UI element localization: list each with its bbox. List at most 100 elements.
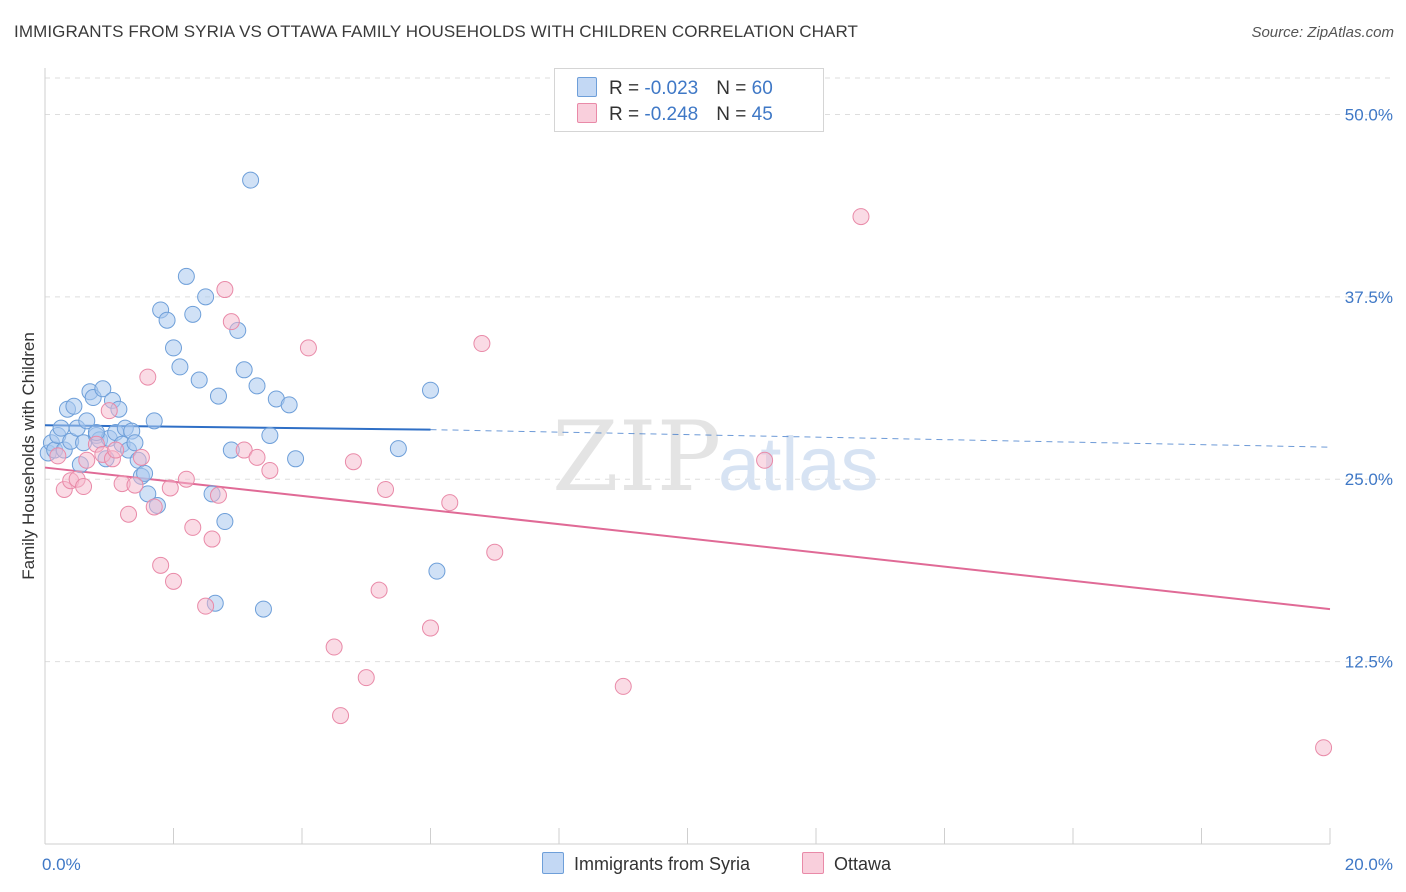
bottom-legend-ottawa: Ottawa [802, 852, 891, 875]
y-tick-label: 37.5% [1345, 288, 1393, 307]
y-tick-label: 12.5% [1345, 653, 1393, 672]
data-point-ottawa [1315, 739, 1333, 757]
data-point-ottawa [139, 368, 157, 386]
data-point-ottawa [75, 478, 93, 496]
watermark: ZIP atlas [552, 401, 879, 513]
data-point-ottawa [248, 448, 266, 466]
data-point-syria [78, 412, 96, 430]
y-tick-label: 25.0% [1345, 470, 1393, 489]
legend-n-label-2: N = [716, 104, 752, 125]
bottom-legend-swatch-blue [542, 852, 564, 874]
data-point-ottawa [756, 451, 774, 469]
trend-line-syria [44, 424, 431, 431]
data-point-ottawa [203, 530, 221, 548]
data-point-ottawa [197, 597, 215, 615]
data-point-syria [428, 562, 446, 580]
legend-r-label-1: R = [609, 78, 645, 99]
data-point-syria [197, 288, 215, 306]
legend-row-ottawa: R = -0.248 N = 45 [577, 103, 773, 127]
x-tick-marks [44, 828, 1331, 844]
data-point-ottawa [126, 476, 144, 494]
bottom-legend-syria: Immigrants from Syria [542, 852, 750, 875]
data-point-ottawa [49, 447, 67, 465]
x-tick-label-max: 20.0% [1345, 855, 1393, 874]
data-point-syria [216, 513, 234, 531]
data-point-syria [242, 171, 260, 189]
trend-lines [44, 424, 1331, 611]
data-point-syria [184, 305, 202, 323]
data-point-syria [190, 371, 208, 389]
data-point-ottawa [614, 677, 632, 695]
data-point-ottawa [486, 543, 504, 561]
data-point-syria [235, 361, 253, 379]
data-point-ottawa [161, 479, 179, 497]
data-point-ottawa [261, 461, 279, 479]
y-axis-title: Family Households with Children [19, 332, 38, 580]
watermark-atlas: atlas [718, 422, 879, 507]
data-point-ottawa [100, 402, 118, 420]
data-point-ottawa [107, 441, 125, 459]
data-point-ottawa [177, 470, 195, 488]
legend-n-value-2: 45 [751, 104, 773, 125]
data-point-ottawa [132, 448, 150, 466]
data-point-ottawa [332, 707, 350, 725]
data-point-ottawa [152, 556, 170, 574]
data-point-ottawa [344, 453, 362, 471]
legend-n-value-1: 60 [751, 78, 773, 99]
bottom-legend-label-syria: Immigrants from Syria [574, 854, 751, 874]
legend-r-value-1: -0.023 [644, 78, 699, 99]
data-point-syria [94, 380, 112, 398]
data-point-syria [65, 397, 83, 415]
data-point-ottawa [222, 313, 240, 331]
series-immigrants-from-syria [39, 171, 446, 618]
bottom-legend-label-ottawa: Ottawa [834, 854, 892, 874]
data-point-ottawa [473, 335, 491, 353]
legend-swatch-pink [577, 103, 597, 123]
data-point-ottawa [370, 581, 388, 599]
data-point-syria [254, 600, 272, 618]
data-point-syria [209, 387, 227, 405]
data-point-ottawa [325, 638, 343, 656]
correlation-legend: R = -0.023 N = 60 R = -0.248 N = 45 [554, 68, 824, 132]
trend-line-ottawa [44, 466, 1331, 611]
data-point-syria [145, 412, 163, 430]
y-tick-labels: 12.5% 25.0% 37.5% 50.0% [1345, 105, 1393, 671]
bottom-legend-swatch-pink [802, 852, 824, 874]
data-point-syria [422, 381, 439, 399]
data-point-ottawa [184, 518, 202, 536]
legend-r-label-2: R = [609, 104, 645, 125]
trend-line-syria-extrapolated [430, 429, 1331, 448]
legend-swatch-blue [577, 77, 597, 97]
source-label: Source: ZipAtlas.com [1251, 24, 1394, 41]
data-point-syria [261, 426, 279, 444]
data-point-ottawa [852, 208, 870, 226]
data-point-ottawa [235, 441, 253, 459]
data-point-ottawa [78, 451, 96, 469]
data-point-ottawa [422, 619, 439, 637]
y-tick-label: 50.0% [1345, 105, 1393, 124]
series-ottawa [49, 208, 1333, 757]
data-point-syria [248, 377, 266, 395]
data-point-syria [280, 396, 298, 414]
legend-n-label-1: N = [716, 78, 752, 99]
legend-r-value-2: -0.248 [644, 104, 699, 125]
data-point-ottawa [441, 494, 459, 512]
data-point-syria [136, 464, 154, 482]
data-point-syria [287, 450, 305, 468]
data-point-syria [158, 311, 176, 329]
data-point-ottawa [377, 480, 395, 498]
data-point-syria [165, 339, 182, 357]
data-point-syria [52, 419, 70, 437]
x-tick-label-min: 0.0% [42, 855, 81, 874]
data-point-ottawa [357, 669, 375, 687]
legend-row-syria: R = -0.023 N = 60 [577, 77, 773, 101]
data-point-syria [389, 440, 407, 458]
chart-title: IMMIGRANTS FROM SYRIA VS OTTAWA FAMILY H… [14, 22, 859, 41]
data-point-syria [126, 434, 144, 452]
watermark-zip: ZIP [552, 401, 721, 513]
data-point-syria [171, 358, 189, 376]
data-point-syria [177, 267, 195, 285]
data-point-ottawa [120, 505, 138, 523]
data-point-ottawa [299, 339, 317, 357]
